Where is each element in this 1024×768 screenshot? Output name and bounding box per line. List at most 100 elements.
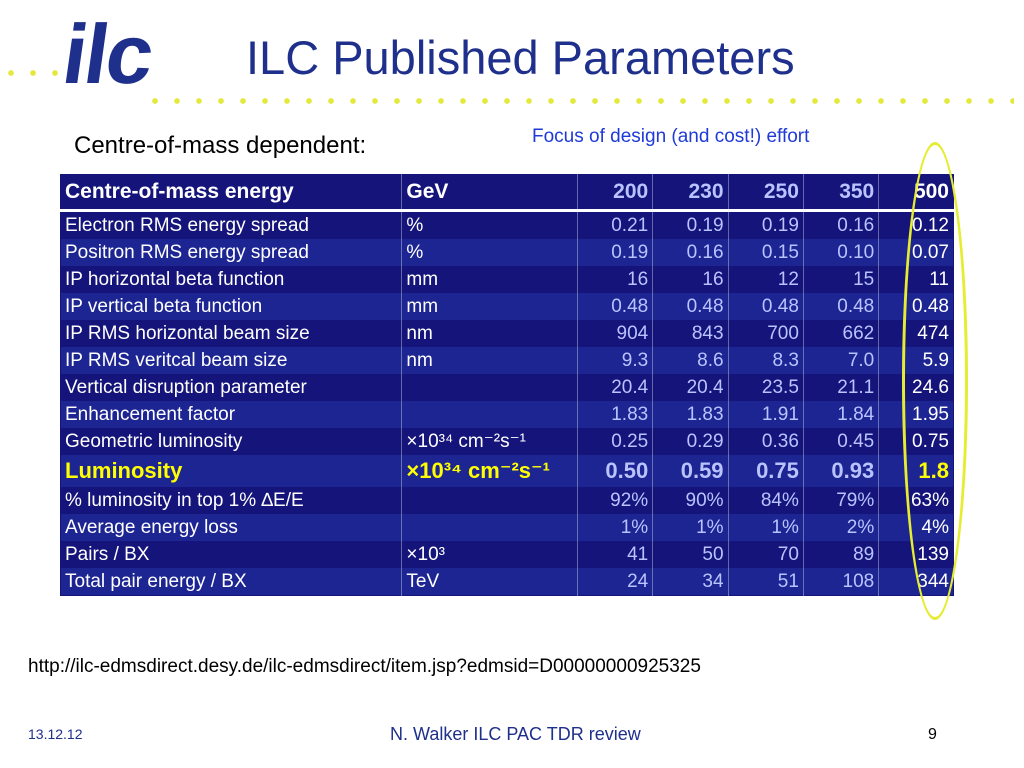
row-value: 70 [728, 541, 804, 568]
row-value: 0.48 [652, 293, 729, 320]
row-unit: ×10³ [401, 541, 578, 568]
row-value: 0.48 [577, 293, 654, 320]
row-value: 90% [652, 487, 729, 514]
row-unit [401, 487, 578, 514]
header-value: 500 [878, 174, 954, 212]
row-value: 1% [728, 514, 804, 541]
row-value: 1.83 [652, 401, 729, 428]
row-label: IP horizontal beta function [60, 266, 403, 293]
row-value: 0.93 [803, 455, 880, 487]
row-value: 24 [577, 568, 654, 596]
row-value: 12 [728, 266, 804, 293]
row-value: 9.3 [577, 347, 654, 374]
table-row: Geometric luminosity ×10³⁴ cm⁻²s⁻¹ 0.25 0.2… [60, 428, 954, 455]
row-value: 8.3 [728, 347, 804, 374]
row-value: 0.07 [878, 239, 954, 266]
row-value: 20.4 [652, 374, 729, 401]
row-value: 16 [652, 266, 729, 293]
row-unit: nm [401, 320, 578, 347]
row-value: 700 [728, 320, 804, 347]
row-value: 0.45 [803, 428, 880, 455]
dotted-line-top-left [0, 70, 70, 76]
row-value: 0.10 [803, 239, 880, 266]
row-value: 2% [803, 514, 880, 541]
row-value: 0.16 [652, 239, 729, 266]
row-unit [401, 374, 578, 401]
row-label: Geometric luminosity [60, 428, 403, 455]
row-value: 0.36 [728, 428, 804, 455]
row-value: 1.95 [878, 401, 954, 428]
row-value: 0.50 [577, 455, 654, 487]
header-value: 230 [652, 174, 729, 212]
focus-note: Focus of design (and cost!) effort [532, 126, 810, 147]
row-value: 24.6 [912, 376, 949, 398]
row-value: 0.25 [577, 428, 654, 455]
row-value: 1.91 [728, 401, 804, 428]
row-unit: ×10³⁴ cm⁻²s⁻¹ [401, 455, 578, 487]
table-row: % luminosity in top 1% ∆E/E 92% 90% 84% 79% 6… [60, 487, 954, 514]
table-row: Vertical disruption parameter 20.4 20.4 23.… [60, 374, 954, 401]
table-row: Positron RMS energy spread% 0.19 0.16 0.15 0… [60, 239, 954, 266]
row-unit: % [401, 239, 578, 266]
row-value: 0.48 [878, 293, 954, 320]
row-label: % luminosity in top 1% ∆E/E [60, 487, 403, 514]
row-value: 139 [917, 543, 949, 565]
footer-date: 13.12.12 [28, 726, 83, 742]
row-value: 1.84 [803, 401, 880, 428]
row-value: 4% [878, 514, 954, 541]
table-row: IP RMS horizontal beam size nm 904 843 700 66… [60, 320, 954, 347]
row-unit: mm [401, 266, 578, 293]
row-value: 16 [577, 266, 654, 293]
row-value: 0.16 [803, 210, 880, 239]
row-label: Enhancement factor [60, 401, 403, 428]
reference-url: http://ilc-edmsdirect.desy.de/ilc-edmsdi… [28, 656, 701, 677]
row-value: 8.6 [652, 347, 729, 374]
row-value: 1% [652, 514, 729, 541]
row-value: 23.5 [728, 374, 804, 401]
row-value: 0.48 [803, 293, 880, 320]
row-unit: ×10³⁴ cm⁻²s⁻¹ [401, 428, 578, 455]
row-value: 21.1 [803, 374, 880, 401]
table-row: Average energy loss 1% 1% 1% 2% 4% [60, 514, 954, 541]
row-unit: % [401, 210, 578, 239]
table-row: Pairs / BX ×10³ 41 50 70 89 139 [60, 541, 954, 568]
row-value: 1.8 [878, 455, 954, 487]
row-label: Vertical disruption parameter [60, 374, 403, 401]
row-label: Positron RMS energy spread [60, 239, 403, 266]
table-row: Luminosity ×10³⁴ cm⁻²s⁻¹ 0.50 0.59 0.75 0.93 1… [60, 455, 954, 487]
header-value: 350 [803, 174, 880, 212]
header-label: Centre-of-mass energy [60, 174, 403, 212]
slide-subtitle: Centre-of-mass dependent: [74, 132, 367, 159]
row-value: 92% [577, 487, 654, 514]
header-value: 250 [728, 174, 804, 212]
row-label: IP RMS veritcal beam size [60, 347, 403, 374]
row-value: 63% [910, 489, 949, 511]
row-value: 1.83 [577, 401, 654, 428]
row-label: Total pair energy / BX [60, 568, 403, 596]
table-row: Total pair energy / BX TeV 24 34 51 108 344 [60, 568, 954, 596]
dotted-line-top-right [144, 98, 1014, 104]
row-value: 0.19 [728, 210, 804, 239]
row-value: 0.19 [652, 210, 729, 239]
ilc-logo: ilc [57, 7, 159, 101]
table-row: IP RMS veritcal beam size nm 9.3 8.6 8.3 7.0 5… [60, 347, 954, 374]
table-row: Enhancement factor 1.83 1.83 1.91 1.84 1.95 [60, 401, 954, 428]
row-value: 0.15 [728, 239, 804, 266]
row-value: 89 [803, 541, 880, 568]
row-value: 0.12 [912, 214, 949, 236]
row-value: 0.75 [912, 430, 949, 452]
table-row: IP vertical beta function mm 0.48 0.48 0.48 0… [60, 293, 954, 320]
footer-center: N. Walker ILC PAC TDR review [390, 724, 641, 744]
row-value: 0.48 [728, 293, 804, 320]
row-value: 84% [728, 487, 804, 514]
slide-title: ILC Published Parameters [246, 31, 795, 84]
row-value: 34 [652, 568, 729, 596]
row-value: 0.29 [652, 428, 729, 455]
header-unit: GeV [401, 174, 578, 212]
row-value: 79% [803, 487, 880, 514]
row-value: 15 [803, 266, 880, 293]
row-value: 50 [652, 541, 729, 568]
row-value: 51 [728, 568, 804, 596]
row-value: 41 [577, 541, 654, 568]
row-unit [401, 514, 578, 541]
